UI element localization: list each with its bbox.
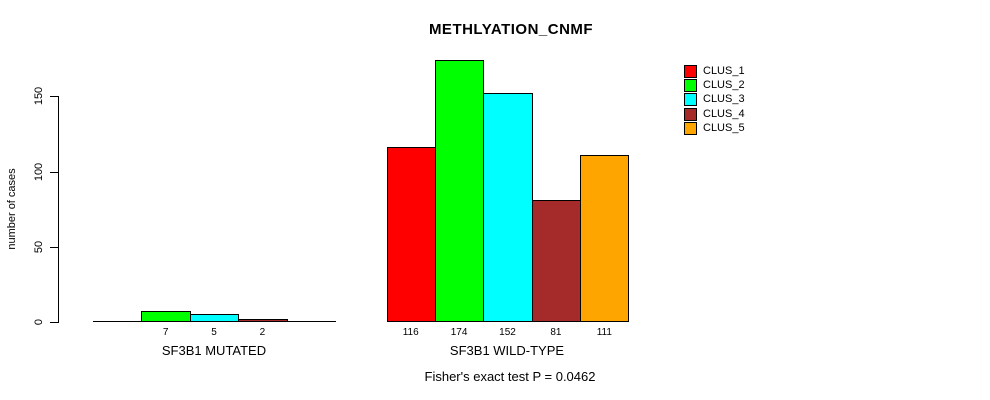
legend-swatch-clus-2: [684, 79, 697, 93]
legend-label-clus-5: CLUS_5: [703, 122, 745, 135]
bar-value-label: 111: [596, 327, 612, 338]
y-axis-label: number of cases: [6, 168, 18, 250]
bar-clus-3-group1: [189, 314, 240, 322]
bar-value-label: 81: [550, 327, 562, 338]
legend: CLUS_1 CLUS_2 CLUS_3 CLUS_4 CLUS_5: [684, 64, 745, 136]
legend-label-clus-2: CLUS_2: [703, 79, 745, 92]
y-axis-tick: [50, 322, 58, 323]
y-axis-tick: [50, 171, 58, 173]
legend-item-clus-2: CLUS_2: [684, 78, 745, 93]
group-label-sf3b1-wild-type: SF3B1 WILD-TYPE: [449, 343, 565, 358]
legend-swatch-clus-4: [684, 107, 697, 121]
y-axis-tick-label: 50: [33, 240, 45, 253]
y-axis-line: [58, 96, 59, 323]
bar-value-label: 5: [211, 327, 217, 338]
legend-item-clus-4: CLUS_4: [684, 107, 745, 121]
chart-title: METHLYATION_CNMF: [428, 21, 594, 38]
bar-value-label: 152: [499, 327, 516, 338]
legend-label-clus-1: CLUS_1: [703, 64, 745, 77]
y-axis-tick-label: 0: [33, 318, 45, 326]
group-label-sf3b1-mutated: SF3B1 MUTATED: [161, 343, 267, 358]
legend-label-clus-4: CLUS_4: [703, 107, 745, 120]
legend-item-clus-5: CLUS_5: [684, 122, 745, 136]
bar-value-label: 7: [162, 327, 169, 338]
y-axis-tick: [50, 246, 58, 248]
legend-item-clus-1: CLUS_1: [684, 64, 745, 78]
bar-value-label: 174: [450, 327, 468, 338]
y-axis-tick-label: 100: [33, 162, 45, 181]
bar-clus-2-group2: [434, 60, 485, 322]
bar-clus-4-group1: [238, 318, 288, 322]
legend-swatch-clus-1: [684, 64, 697, 78]
bar-clus-2-group1: [141, 311, 191, 322]
y-axis-tick: [50, 96, 58, 98]
bar-clus-1-group2: [386, 147, 436, 322]
y-axis-tick-label: 150: [33, 87, 45, 106]
annotation-fisher-test: Fisher's exact test P = 0.0462: [424, 369, 596, 384]
bar-clus-4-group2: [531, 200, 582, 322]
legend-label-clus-3: CLUS_3: [703, 93, 745, 106]
bar-clus-5-group2: [580, 154, 630, 322]
legend-item-clus-3: CLUS_3: [684, 93, 745, 107]
bar-clus-3-group2: [483, 93, 533, 322]
legend-swatch-clus-3: [684, 93, 697, 107]
bar-value-label: 116: [402, 327, 419, 338]
bar-clus-1-group1-zero: [93, 321, 143, 322]
bar-value-label: 2: [259, 327, 266, 338]
bar-clus-5-group1-zero: [286, 321, 336, 322]
legend-swatch-clus-5: [684, 122, 697, 136]
